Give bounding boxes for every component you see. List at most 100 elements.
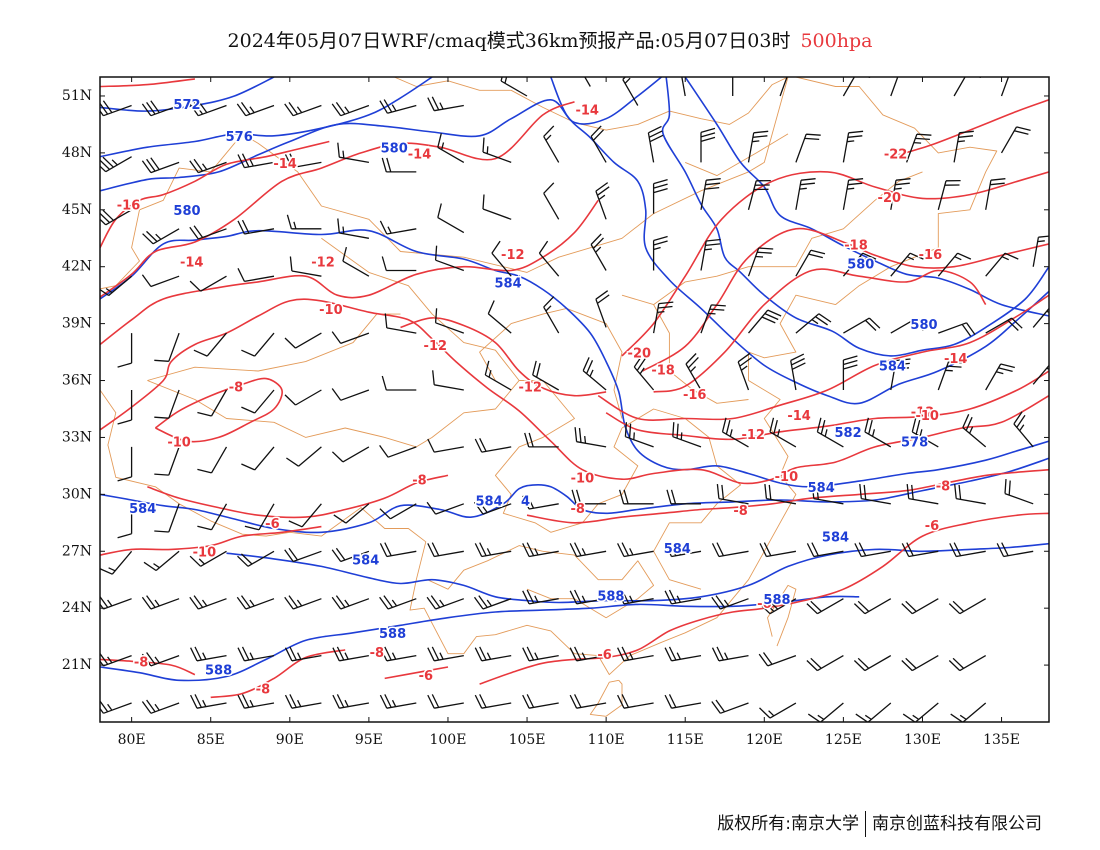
wind-barb bbox=[864, 417, 892, 448]
wind-barb bbox=[522, 646, 559, 662]
wind-barb bbox=[284, 646, 322, 662]
temperature-label: -6 bbox=[757, 597, 771, 612]
temperature-contour bbox=[653, 268, 987, 393]
wind-barb bbox=[473, 501, 512, 515]
wind-barb bbox=[437, 133, 465, 163]
wind-barb bbox=[618, 489, 654, 505]
geopotential-label: 584 bbox=[664, 542, 691, 557]
wind-barb bbox=[569, 589, 607, 605]
temperature-label: -18 bbox=[651, 364, 675, 379]
border-line bbox=[147, 313, 401, 381]
wind-barb bbox=[843, 317, 881, 334]
wind-barb bbox=[427, 694, 464, 709]
geopotential-contour bbox=[100, 77, 433, 158]
wind-barb bbox=[647, 125, 664, 163]
temperature-label: -14 bbox=[273, 157, 297, 172]
geopotential-label: 584 bbox=[495, 276, 522, 291]
wind-barb bbox=[842, 130, 864, 163]
wind-barb bbox=[331, 331, 370, 345]
temperature-label: -6 bbox=[925, 519, 939, 534]
wind-barb bbox=[141, 652, 180, 667]
wind-barbs bbox=[100, 77, 1049, 722]
wind-barb bbox=[284, 595, 322, 610]
wind-barb bbox=[759, 702, 797, 719]
wind-barb bbox=[855, 702, 892, 722]
geopotential-contour bbox=[100, 229, 1049, 488]
wind-barb bbox=[100, 275, 133, 297]
temperature-label: -8 bbox=[256, 682, 270, 697]
wind-barb bbox=[901, 598, 939, 615]
geopotential-contour bbox=[550, 77, 1049, 405]
wind-barb bbox=[434, 308, 465, 334]
wind-barb bbox=[617, 694, 654, 709]
temperature-contour bbox=[400, 317, 607, 397]
wind-barb bbox=[842, 252, 877, 277]
wind-barb bbox=[595, 290, 610, 328]
wind-barb bbox=[241, 332, 275, 357]
wind-barb bbox=[1032, 364, 1049, 385]
temperature-contour bbox=[100, 298, 1049, 485]
wind-barb bbox=[732, 77, 734, 96]
geopotential-label: 588 bbox=[205, 663, 232, 678]
wind-barb bbox=[711, 595, 749, 610]
wind-barb bbox=[937, 179, 961, 210]
wind-barb bbox=[1013, 411, 1034, 448]
wind-barb bbox=[901, 542, 939, 558]
wind-barb bbox=[890, 178, 911, 210]
map-title: 2024年05月07日WRF/cmaq模式36km预报产品:05月07日03时 5… bbox=[0, 26, 1100, 53]
lat-tick-label: 42N bbox=[62, 259, 92, 275]
wind-barb bbox=[842, 355, 858, 390]
temperature-contours bbox=[100, 78, 1049, 699]
geopotential-label: 584 bbox=[879, 360, 906, 375]
wind-barb bbox=[141, 274, 180, 288]
temperature-contour bbox=[154, 377, 283, 443]
wind-barb bbox=[996, 542, 1034, 558]
wind-barb bbox=[522, 589, 559, 605]
temperature-label: -10 bbox=[775, 470, 799, 485]
wind-barb bbox=[985, 317, 1023, 334]
wind-barb bbox=[700, 178, 721, 210]
border-line bbox=[767, 584, 797, 647]
lat-axis: 51N 48N 45N 42N 39N 36N 33N 30N 27N 24N 21N bbox=[62, 88, 1049, 673]
wind-barb bbox=[337, 142, 370, 164]
lat-tick-label: 51N bbox=[62, 88, 92, 104]
wind-barb bbox=[758, 652, 797, 667]
wind-barb bbox=[193, 332, 227, 357]
wind-barb bbox=[948, 598, 987, 615]
wind-barb bbox=[241, 389, 275, 414]
temperature-label: -16 bbox=[683, 388, 707, 403]
wind-barb bbox=[664, 542, 702, 558]
wind-barb bbox=[769, 417, 797, 448]
geopotential-contour bbox=[100, 77, 662, 192]
lon-tick-label: 135E bbox=[983, 732, 1020, 748]
wind-barb bbox=[331, 446, 370, 463]
wind-barb bbox=[379, 542, 417, 558]
wind-barb bbox=[332, 694, 370, 709]
temperature-label: -12 bbox=[518, 381, 542, 396]
wind-barb bbox=[197, 503, 228, 531]
wind-barb bbox=[427, 438, 464, 453]
lat-tick-label: 21N bbox=[62, 657, 92, 673]
temperature-label: -12 bbox=[741, 428, 765, 443]
wind-barb bbox=[811, 484, 844, 505]
geopotential-label: 582 bbox=[835, 426, 862, 441]
wind-barb bbox=[1000, 126, 1031, 154]
temperature-label: -16 bbox=[919, 248, 943, 263]
wind-barb bbox=[622, 77, 639, 106]
wind-barb bbox=[721, 417, 749, 448]
wind-barb bbox=[331, 102, 370, 117]
wind-barb bbox=[664, 694, 702, 709]
wind-barb bbox=[617, 589, 654, 605]
wind-barb bbox=[379, 595, 417, 610]
wind-barb bbox=[190, 694, 227, 709]
wind-barb bbox=[937, 252, 972, 277]
wind-barb bbox=[141, 595, 180, 610]
wind-barb bbox=[795, 313, 832, 334]
wind-barb bbox=[1032, 235, 1049, 267]
wind-barb bbox=[236, 595, 275, 610]
wind-barb bbox=[141, 100, 180, 117]
temperature-contour bbox=[100, 525, 322, 556]
lat-tick-label: 39N bbox=[62, 316, 92, 332]
border-line bbox=[242, 77, 789, 273]
temperature-label: -20 bbox=[628, 347, 652, 362]
